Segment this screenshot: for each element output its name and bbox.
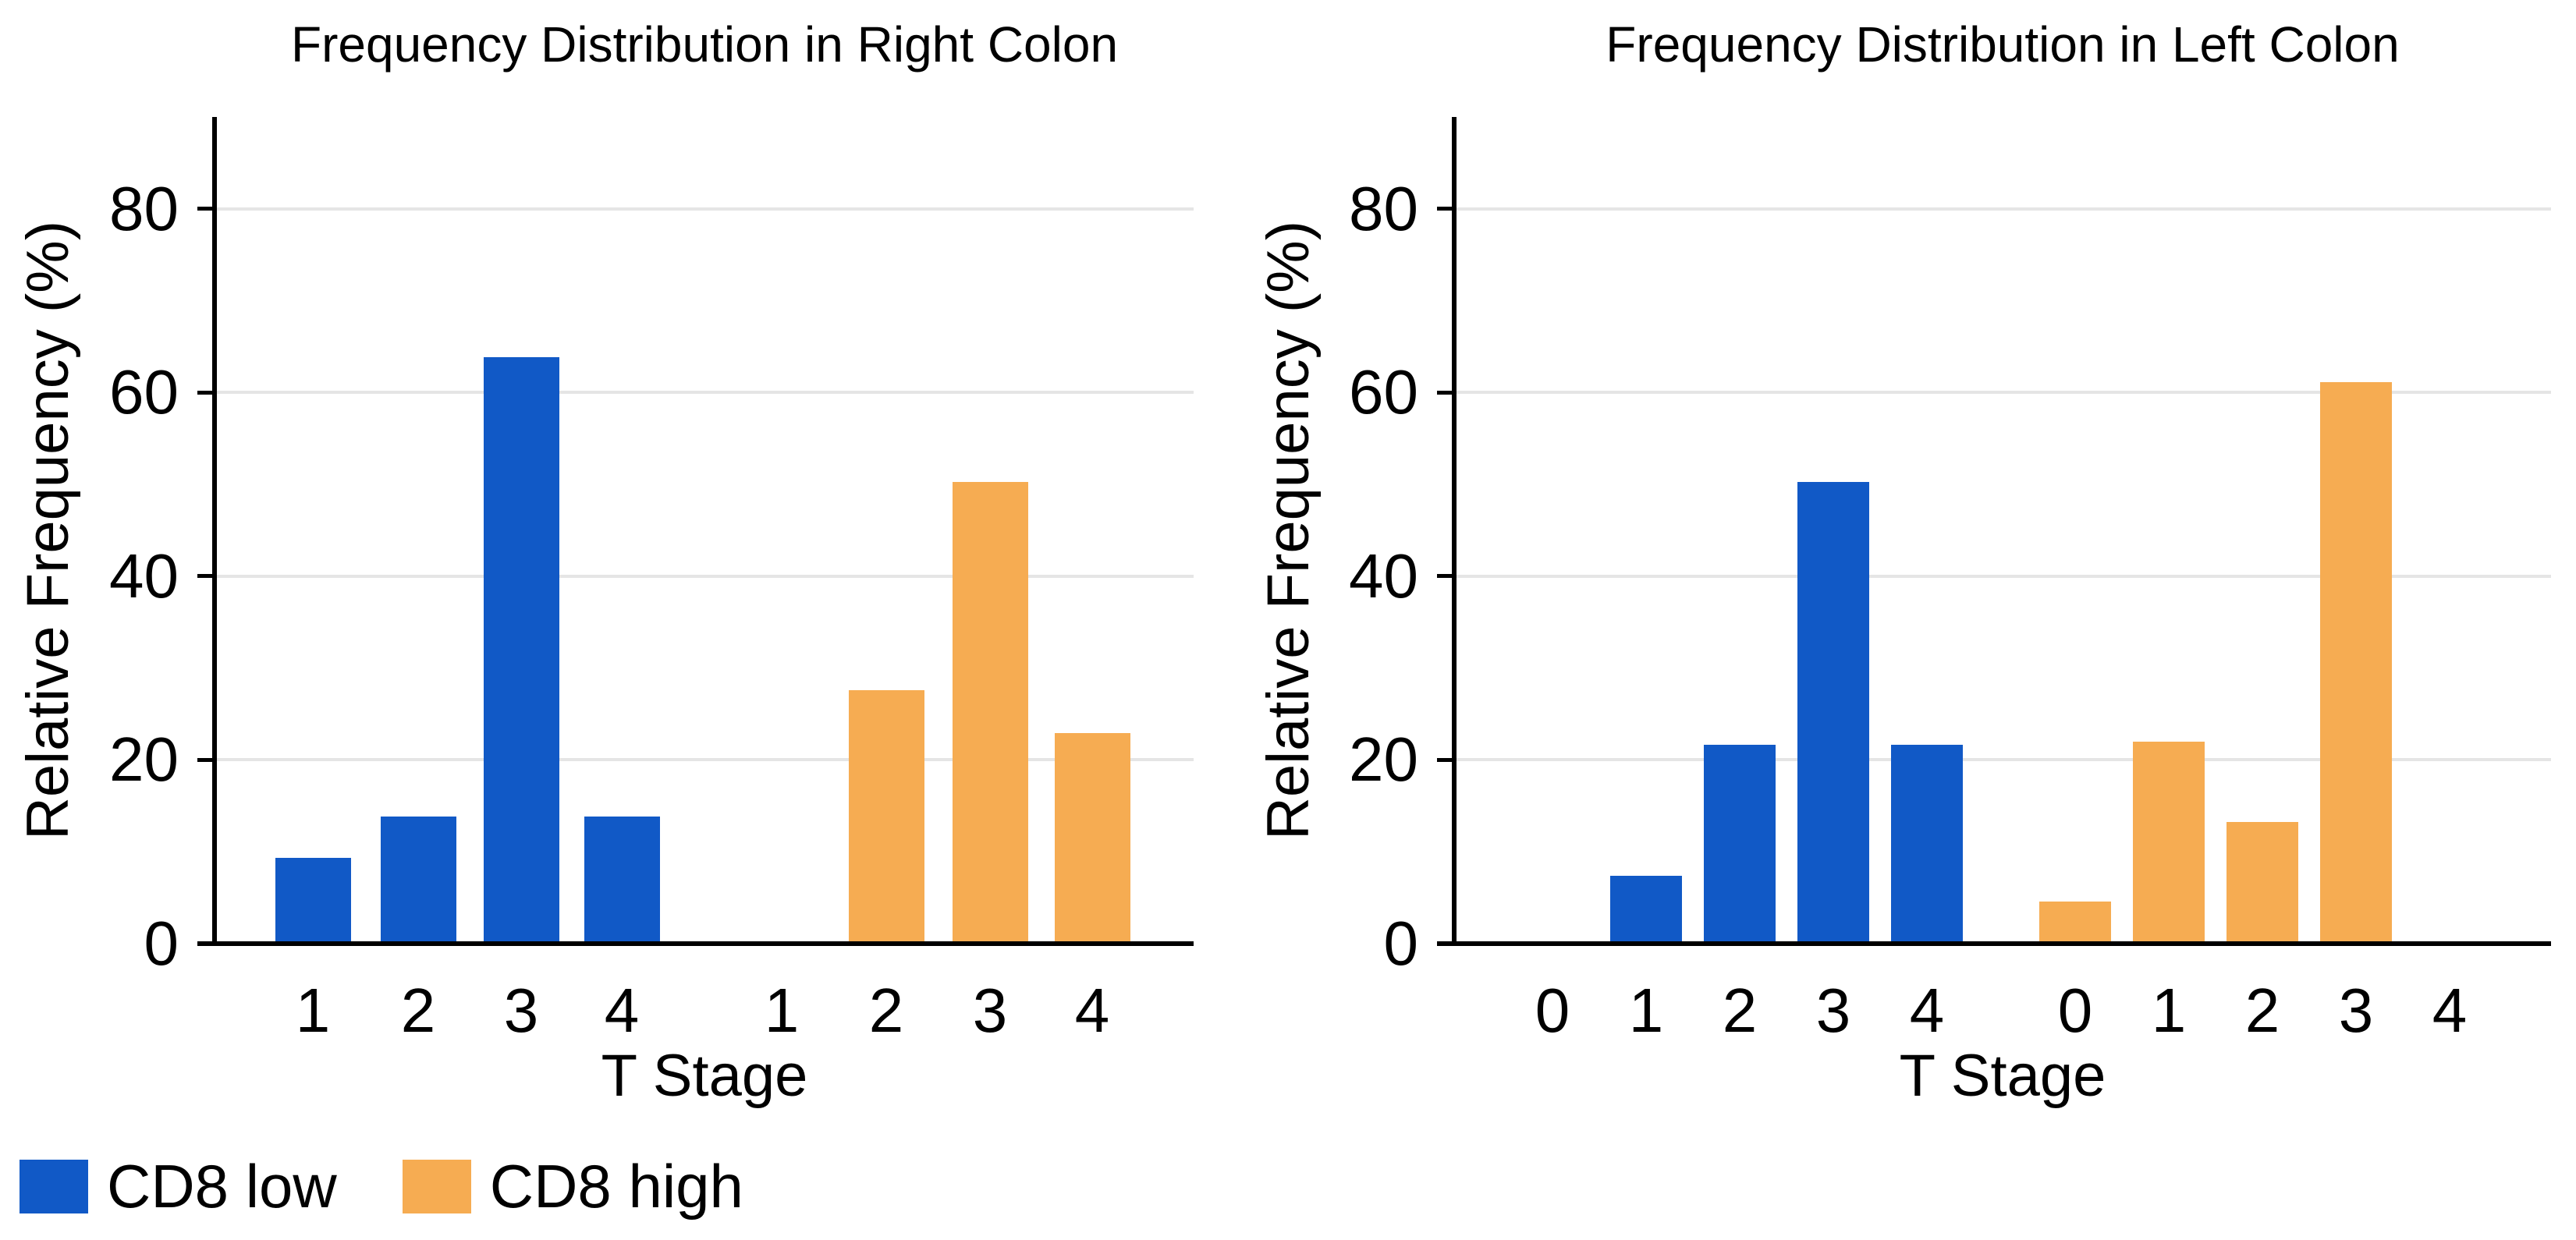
gridline <box>217 758 1194 762</box>
x-tick-label: 0 <box>1535 976 1570 1045</box>
bar-cd8-low-t2 <box>380 816 456 941</box>
y-tick <box>197 574 215 579</box>
y-tick-label: 80 <box>109 173 179 243</box>
x-tick-label: 3 <box>1815 976 1851 1045</box>
bar-cd8-high-t3 <box>2320 381 2392 941</box>
bar-cd8-high-t1 <box>2133 742 2205 941</box>
y-tick-label: 40 <box>109 540 179 611</box>
chart-title: Frequency Distribution in Left Colon <box>1606 16 2400 73</box>
x-tick-label: 3 <box>972 976 1008 1045</box>
bar-cd8-low-t3 <box>1797 482 1869 941</box>
x-tick-label: 4 <box>2432 976 2468 1045</box>
gridline <box>217 574 1194 578</box>
x-axis-spine <box>1437 941 2551 946</box>
plot-area <box>1437 117 2551 946</box>
bar-cd8-low-t4 <box>584 816 660 941</box>
x-tick-label: 0 <box>2057 976 2093 1045</box>
plot-area <box>197 117 1194 946</box>
gridline <box>217 391 1194 395</box>
gridline <box>1457 207 2551 211</box>
legend-swatch-cd8-high <box>402 1159 471 1213</box>
legend-label: CD8 high <box>489 1152 743 1221</box>
x-tick-label: 4 <box>1074 976 1110 1045</box>
gridline <box>217 207 1194 211</box>
x-tick-label: 2 <box>400 976 436 1045</box>
bar-cd8-low-t2 <box>1704 744 1776 941</box>
chart-title: Frequency Distribution in Right Colon <box>290 16 1119 73</box>
legend-label: CD8 low <box>107 1152 337 1221</box>
bar-cd8-low-t1 <box>275 857 351 941</box>
x-tick-label: 4 <box>604 976 640 1045</box>
bar-cd8-low-t3 <box>483 356 559 941</box>
x-tick-label: 4 <box>1909 976 1945 1045</box>
x-tick-label: 1 <box>1628 976 1664 1045</box>
gridline <box>1457 758 2551 762</box>
x-axis-spine <box>197 941 1194 946</box>
y-axis-spine <box>212 117 217 944</box>
gridline <box>1457 391 2551 395</box>
y-tick-label: 20 <box>109 725 179 795</box>
y-tick-label: 20 <box>1349 725 1418 795</box>
x-tick-label: 1 <box>295 976 331 1045</box>
legend-item-cd8-low: CD8 low <box>20 1156 337 1217</box>
gridline <box>1457 574 2551 578</box>
bar-cd8-high-t4 <box>1054 732 1130 941</box>
x-tick-label: 2 <box>868 976 904 1045</box>
bar-cd8-high-t0 <box>2039 902 2111 941</box>
bar-cd8-low-t4 <box>1891 744 1963 941</box>
y-tick <box>1437 390 1454 395</box>
y-tick <box>1437 207 1454 211</box>
x-axis-label: T Stage <box>1899 1043 2106 1109</box>
y-tick <box>1437 757 1454 762</box>
legend: CD8 low CD8 high <box>20 1156 743 1217</box>
x-tick-label: 1 <box>2151 976 2187 1045</box>
bar-cd8-low-t1 <box>1610 876 1682 941</box>
y-tick <box>197 757 215 762</box>
bar-cd8-high-t2 <box>2227 821 2298 941</box>
bar-cd8-high-t2 <box>848 690 924 941</box>
x-tick-label: 3 <box>2338 976 2374 1045</box>
y-tick <box>1437 574 1454 579</box>
y-tick-label: 60 <box>109 357 179 427</box>
y-tick-label: 80 <box>1349 173 1418 243</box>
y-tick-label: 0 <box>144 909 179 978</box>
x-axis-label: T Stage <box>601 1043 808 1109</box>
x-tick-label: 2 <box>1722 976 1758 1045</box>
y-tick-label: 60 <box>1349 357 1418 427</box>
y-tick <box>197 390 215 395</box>
y-axis-spine <box>1452 117 1457 944</box>
x-tick-label: 2 <box>2244 976 2280 1045</box>
x-tick-label: 1 <box>764 976 800 1045</box>
y-tick-label: 40 <box>1349 540 1418 611</box>
legend-item-cd8-high: CD8 high <box>402 1152 743 1221</box>
legend-swatch-cd8-low <box>20 1159 88 1213</box>
bar-cd8-high-t3 <box>952 482 1028 941</box>
y-tick <box>197 207 215 211</box>
x-tick-label: 3 <box>503 976 539 1045</box>
y-tick-label: 0 <box>1383 909 1419 978</box>
